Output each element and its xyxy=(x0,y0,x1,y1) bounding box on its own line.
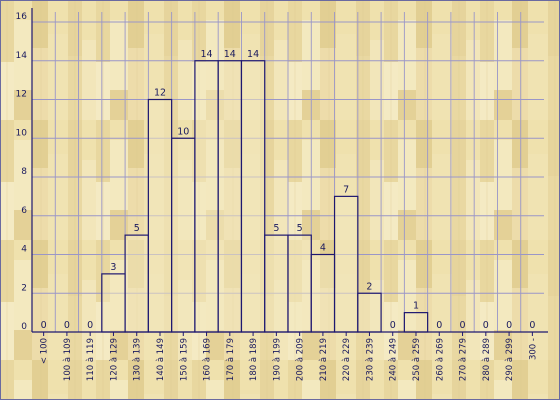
bar-value-label: 5 xyxy=(273,223,279,234)
bar-value-label: 0 xyxy=(460,320,466,331)
x-tick-label: 230 à 239 xyxy=(365,338,375,381)
y-tick-label: 8 xyxy=(21,167,27,177)
bar-value-label: 14 xyxy=(200,49,212,60)
bar-value-label: 0 xyxy=(483,320,489,331)
bar-value-label: 14 xyxy=(224,49,236,60)
bar-value-label: 2 xyxy=(366,281,372,292)
x-tick-label: 220 à 229 xyxy=(342,338,352,381)
x-tick-label: 150 à 159 xyxy=(179,338,189,381)
bar-value-label: 4 xyxy=(320,243,326,254)
bar xyxy=(124,234,149,333)
bar xyxy=(264,234,289,333)
x-tick-label: 210 à 219 xyxy=(319,338,329,381)
x-tick-label: 240 à 249 xyxy=(389,338,399,381)
bar-value-label: 0 xyxy=(64,320,70,331)
y-tick-label: 0 xyxy=(21,322,27,332)
bar-value-label: 5 xyxy=(134,223,140,234)
x-tick-label: 190 à 199 xyxy=(272,338,282,381)
bar xyxy=(357,292,382,333)
x-tick-label: 120 à 129 xyxy=(109,338,119,381)
axes xyxy=(31,8,548,336)
y-tick-label: 16 xyxy=(16,12,28,22)
bar-value-label: 0 xyxy=(529,320,535,331)
bar-value-label: 3 xyxy=(110,262,116,273)
bar-value-label: 0 xyxy=(87,320,93,331)
bar-value-label: 1 xyxy=(413,301,419,312)
x-tick-label: 200 à 209 xyxy=(296,338,306,381)
bar-value-label: 5 xyxy=(297,223,303,234)
bar-value-label: 0 xyxy=(436,320,442,331)
x-tick-label: 300 - xyxy=(528,338,538,360)
y-tick-label: 10 xyxy=(16,128,28,138)
bar xyxy=(287,234,312,333)
x-tick-label: 130 à 139 xyxy=(133,338,143,381)
x-tick-label: 290 à 299 xyxy=(505,338,515,381)
bar xyxy=(194,60,219,333)
x-tick-label: 100 à 109 xyxy=(63,338,73,381)
x-tick-label: 260 à 269 xyxy=(435,338,445,381)
bar-value-label: 10 xyxy=(177,126,189,137)
x-tick-label: 270 à 279 xyxy=(459,338,469,381)
x-tick-label: 160 à 169 xyxy=(203,338,213,381)
y-tick-label: 2 xyxy=(21,283,27,293)
bar xyxy=(310,253,336,333)
x-tick-label: 280 à 289 xyxy=(482,338,492,381)
x-tick-label: 140 à 149 xyxy=(156,338,166,381)
bar xyxy=(217,60,243,333)
bar xyxy=(171,137,196,333)
y-tick-label: 4 xyxy=(21,245,27,255)
y-tick-label: 12 xyxy=(16,90,27,100)
bar-value-label: 0 xyxy=(390,320,396,331)
bar-value-label: 12 xyxy=(154,88,166,99)
x-tick-label: 180 à 189 xyxy=(249,338,259,381)
bar-group xyxy=(101,60,429,333)
x-tick-label: 110 à 119 xyxy=(86,338,96,381)
bar xyxy=(101,273,126,333)
bar xyxy=(147,98,173,333)
x-tick-label: < 100 xyxy=(40,338,50,364)
bar xyxy=(333,195,359,333)
x-tick-label: 170 à 179 xyxy=(226,338,236,381)
bar-value-label: 0 xyxy=(506,320,512,331)
x-tick-label: 250 à 259 xyxy=(412,338,422,381)
y-tick-label: 6 xyxy=(21,206,27,216)
bar xyxy=(403,312,429,333)
y-tick-label: 14 xyxy=(16,51,28,61)
bar-value-label: 7 xyxy=(343,184,349,195)
grid-lines xyxy=(32,12,544,332)
bar xyxy=(240,60,266,333)
bar-value-label: 0 xyxy=(41,320,47,331)
bar-value-label: 14 xyxy=(247,49,259,60)
